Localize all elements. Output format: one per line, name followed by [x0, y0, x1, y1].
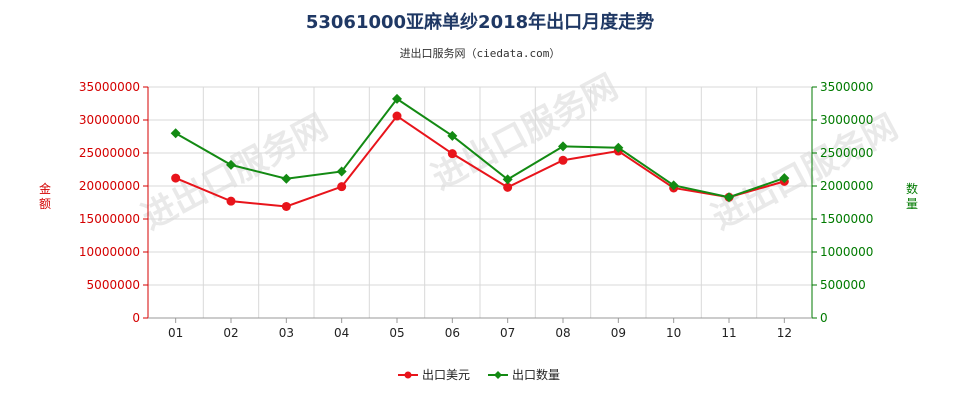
left-tick-label: 20000000: [79, 179, 140, 193]
axes: [147, 87, 813, 319]
series-point-2: [613, 142, 624, 153]
right-tick-label: 1500000: [820, 212, 873, 226]
right-tick-label: 1000000: [820, 245, 873, 259]
left-tick-label: 5000000: [87, 278, 140, 292]
left-tick-label: 0: [132, 311, 140, 325]
legend-swatch-marker: [494, 371, 502, 379]
series-point-1: [226, 196, 236, 206]
series-point-2: [558, 141, 568, 152]
series-point-2: [502, 174, 513, 185]
right-tick-label: 500000: [820, 278, 866, 292]
series-point-2: [447, 130, 458, 141]
series-point-2: [170, 128, 181, 139]
right-tick-label: 2000000: [820, 179, 873, 193]
x-tick-label: 01: [168, 326, 183, 340]
x-tick-label: 05: [389, 326, 404, 340]
right-tick-label: 3500000: [820, 80, 873, 94]
legend-label: 出口数量: [512, 367, 560, 382]
x-tick-label: 09: [611, 326, 626, 340]
x-tick-label: 08: [555, 326, 570, 340]
series-point-1: [281, 201, 291, 211]
x-tick-label: 02: [223, 326, 238, 340]
left-axis-title-char: 金: [39, 181, 51, 196]
tick-labels: 0500000010000000150000002000000025000000…: [39, 80, 918, 340]
x-tick-label: 10: [666, 326, 681, 340]
series-point-2: [226, 159, 236, 170]
right-tick-label: 2500000: [820, 146, 873, 160]
watermark-text: 进出口服务网: [705, 107, 904, 238]
right-tick-label: 0: [820, 311, 828, 325]
series-line-2: [175, 97, 785, 199]
x-tick-label: 07: [500, 326, 515, 340]
series-point-1: [337, 182, 347, 192]
series-point-1: [503, 182, 513, 192]
chart-title: 53061000亚麻单纱2018年出口月度走势: [305, 12, 655, 33]
left-axis-title-char: 额: [39, 197, 51, 211]
left-tick-label: 25000000: [79, 146, 140, 160]
legend-label: 出口美元: [422, 368, 470, 382]
x-tick-label: 12: [777, 326, 792, 340]
series-point-1: [392, 111, 402, 121]
left-tick-label: 30000000: [79, 113, 140, 127]
right-tick-label: 3000000: [820, 113, 873, 127]
series-point-2: [779, 173, 790, 184]
legend-swatch-marker: [404, 371, 412, 379]
x-tick-label: 03: [279, 326, 294, 340]
legend[interactable]: 出口美元 出口数量: [398, 367, 560, 382]
left-tick-label: 35000000: [79, 80, 140, 94]
series-point-2: [668, 180, 679, 191]
x-tick-label: 06: [445, 326, 460, 340]
right-axis-title-char: 数: [906, 181, 918, 196]
series-point-1: [558, 155, 568, 165]
series-point-2: [724, 192, 734, 203]
series-line-1: [175, 114, 785, 208]
chart-subtitle: 进出口服务网（ciedata.com）: [399, 47, 561, 60]
watermark-text: 进出口服务网: [135, 107, 334, 238]
series-point-2: [336, 166, 347, 177]
series-point-1: [171, 173, 181, 183]
series-point-2: [392, 93, 402, 104]
left-axis-title: 金额: [39, 181, 51, 211]
x-tick-label: 11: [721, 326, 736, 340]
series-point-1: [447, 149, 457, 159]
x-tick-label: 04: [334, 326, 349, 340]
left-tick-label: 10000000: [79, 245, 140, 259]
right-axis-title: 数量: [906, 181, 918, 211]
series-layer: [170, 93, 790, 211]
watermark-layer: 进出口服务网 进出口服务网 进出口服务网: [135, 67, 904, 238]
left-tick-label: 15000000: [79, 212, 140, 226]
right-axis-title-char: 量: [906, 197, 918, 211]
series-point-2: [281, 173, 292, 184]
